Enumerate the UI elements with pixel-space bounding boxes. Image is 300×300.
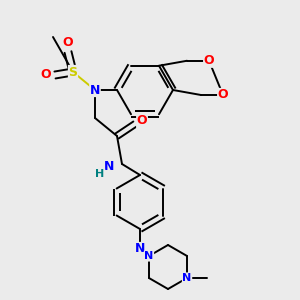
Text: S: S [68,65,77,79]
Text: N: N [90,83,100,97]
Text: H: H [95,169,105,179]
Text: O: O [218,88,228,101]
Text: O: O [204,54,214,67]
Text: N: N [144,251,154,261]
Text: O: O [41,68,51,82]
Text: N: N [182,273,192,283]
Text: N: N [104,160,114,173]
Text: N: N [135,242,145,256]
Text: O: O [63,37,73,50]
Text: O: O [137,115,147,128]
